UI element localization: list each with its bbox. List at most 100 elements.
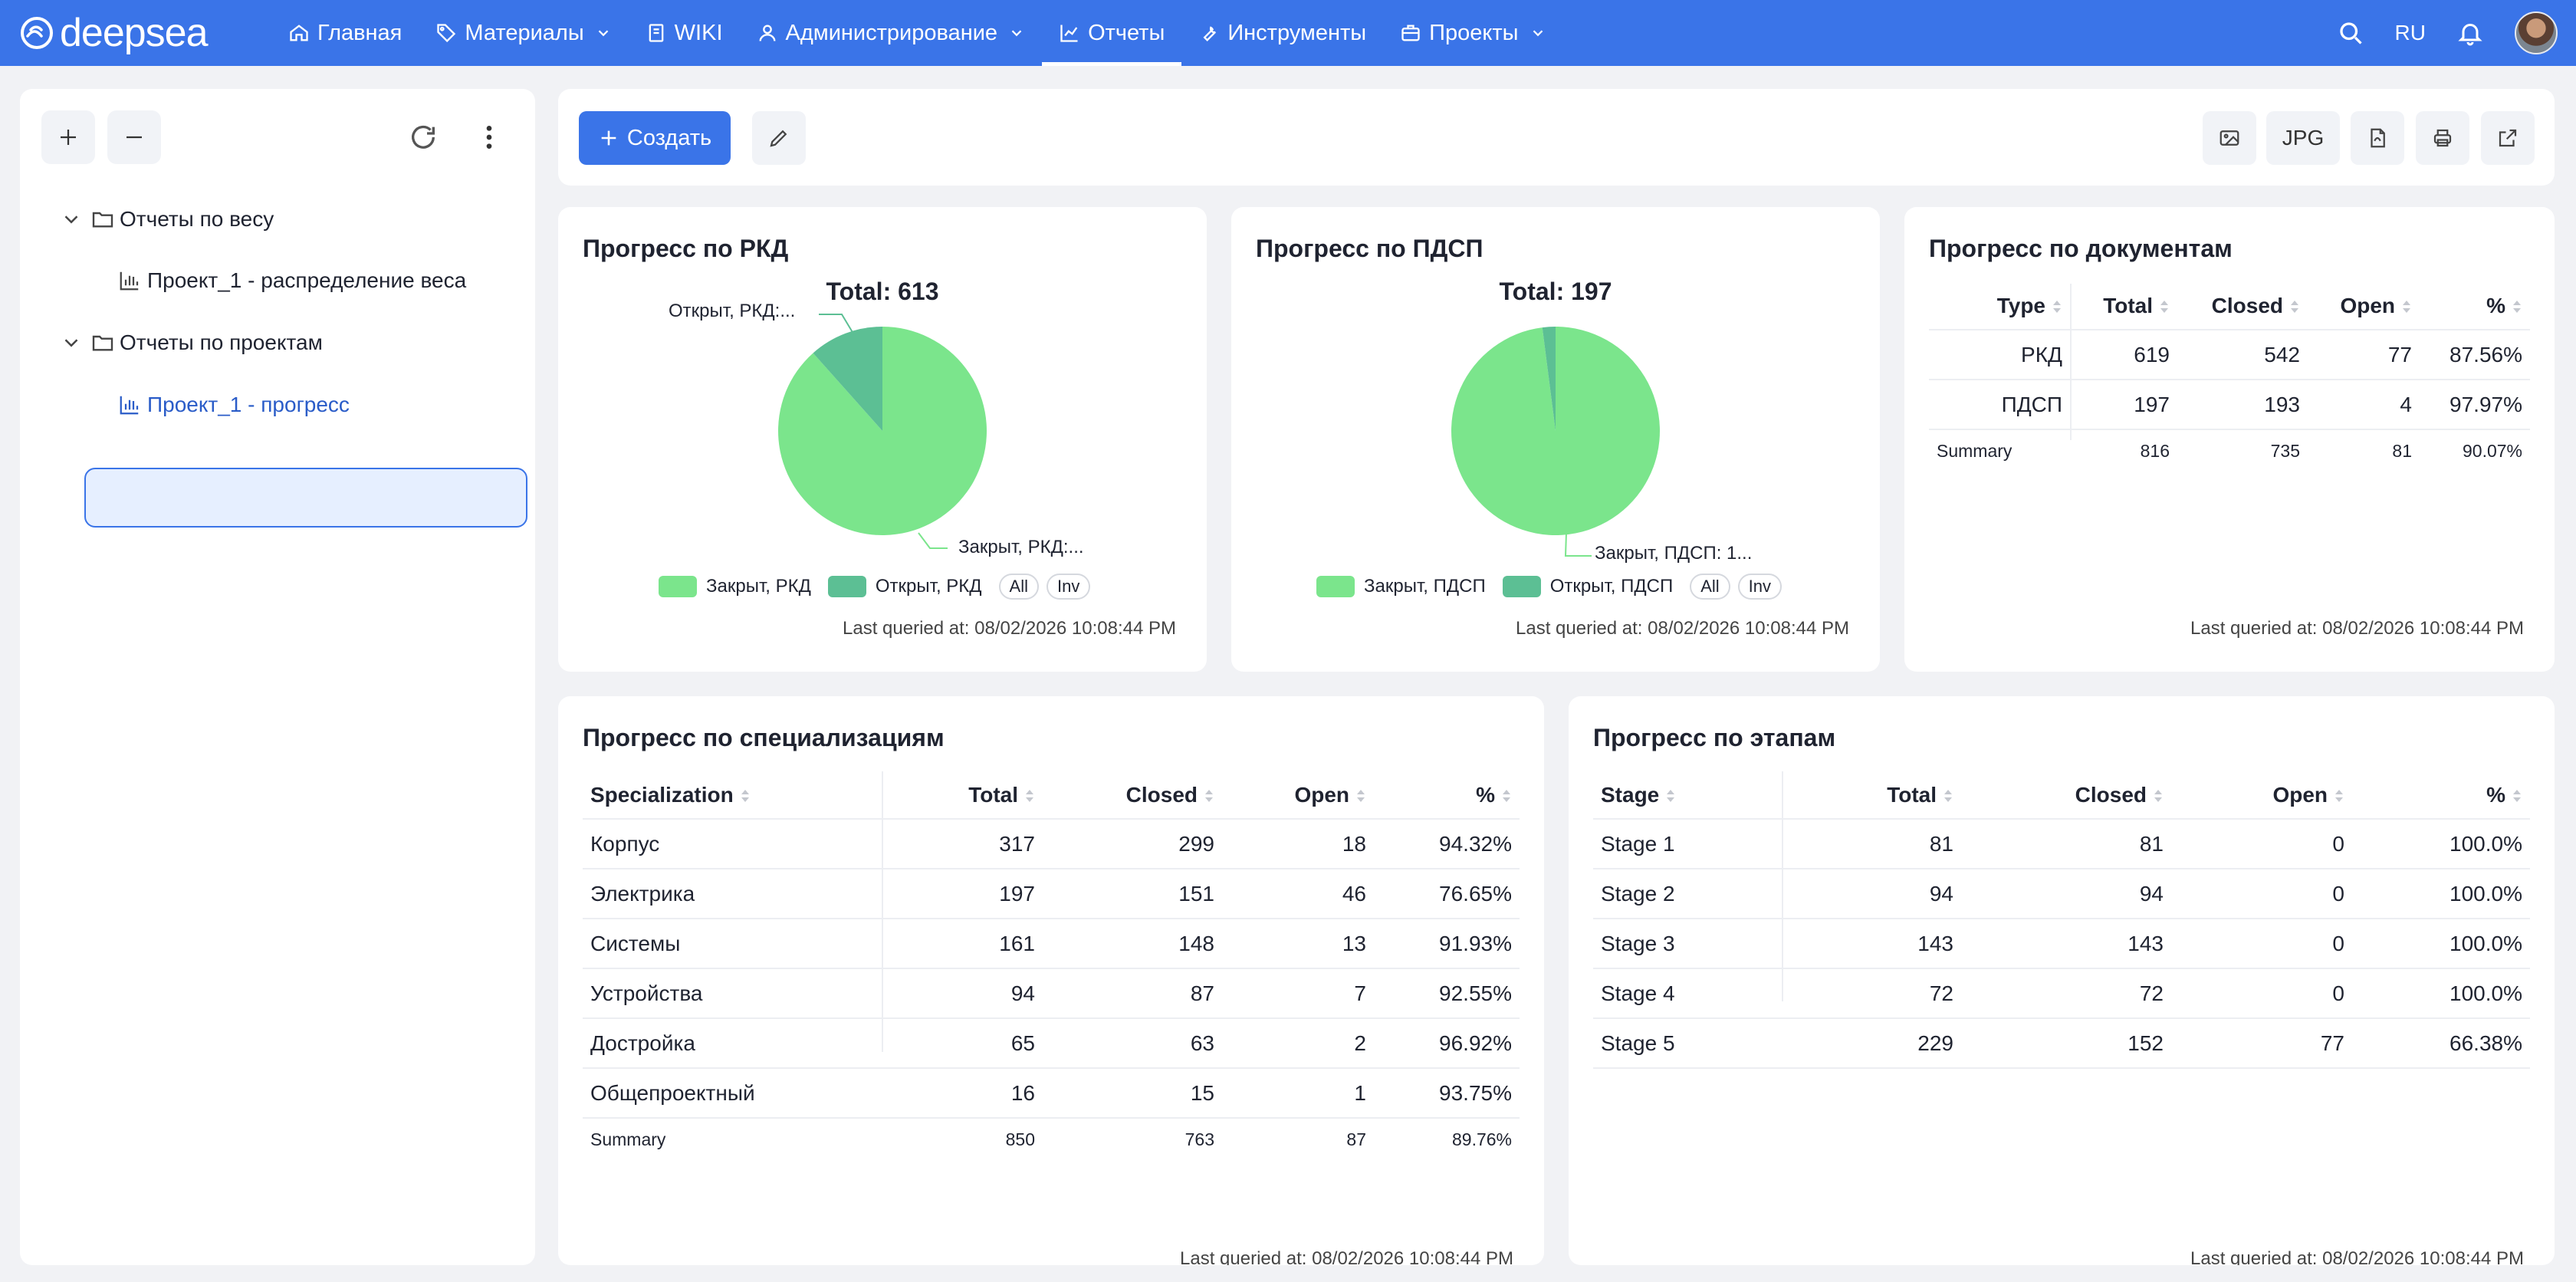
tree-report-weight-distribution[interactable]: Проект_1 - распределение веса [118,268,466,293]
column-header-closed[interactable]: Closed [1043,771,1222,820]
nav-item-admin[interactable]: Администрирование [740,0,1043,66]
last-queried-text: Last queried at: 08/02/2026 10:08:44 PM [2190,618,2524,639]
cell-value: 143 [1961,919,2171,969]
specializations-progress-card: Прогресс по специализациям Specializatio… [558,696,1544,1265]
cell-total: 619 [2070,330,2177,380]
column-header-percent[interactable]: % [1374,771,1520,820]
nav-label: Материалы [465,20,584,45]
sort-icon [1667,790,1675,803]
legend-item-open[interactable]: Открыт, РКД [827,576,982,597]
cell-value: 317 [882,819,1043,869]
legend-all-toggle[interactable]: All [998,574,1039,600]
more-vertical-icon[interactable] [474,122,504,153]
avatar[interactable] [2515,12,2558,54]
chart-line-icon [1060,25,1078,42]
export-pdf-button[interactable] [2351,111,2404,165]
legend-invert-toggle[interactable]: Inv [1737,574,1783,600]
tree-node-label: Отчеты по весу [120,207,274,231]
column-header-closed[interactable]: Closed [1961,771,2171,820]
legend-swatch [1502,576,1541,597]
header-label: % [1476,782,1495,807]
table-header-row: Specialization Total Closed Open % [583,771,1544,820]
column-header-type[interactable]: Type [1929,282,2070,330]
cell-name: Устройства [583,968,882,1019]
header-label: % [2486,782,2505,807]
legend-item-open[interactable]: Открыт, ПДСП [1502,576,1673,597]
cell-value: 65 [882,1018,1043,1069]
column-header-open[interactable]: Open [2171,771,2352,820]
cell-value: 0 [2171,819,2352,869]
column-header-percent[interactable]: % [2352,771,2530,820]
cell-value: 96.92% [1374,1018,1520,1069]
cell-value: 143 [1782,919,1961,969]
column-header-stage[interactable]: Stage [1593,771,1782,820]
legend-label: Закрыт, РКД [706,576,811,597]
column-header-total[interactable]: Total [1782,771,1961,820]
edit-button[interactable] [752,111,806,165]
expand-all-button[interactable] [41,110,95,164]
table-spacer [1520,771,1544,819]
nav-item-tools[interactable]: Инструменты [1181,0,1383,66]
column-header-percent[interactable]: % [2420,282,2530,330]
legend-item-closed[interactable]: Закрыт, ПДСП [1316,576,1486,597]
sort-icon [2053,301,2061,314]
pie-slice-open[interactable] [813,327,882,431]
legend-item-closed[interactable]: Закрыт, РКД [659,576,811,597]
legend-swatch [659,576,697,597]
tree-report-progress[interactable]: Проект_1 - прогресс [118,393,350,417]
cell-value: 197 [882,869,1043,919]
chevron-down-icon[interactable] [60,208,83,231]
create-button[interactable]: Создать [579,111,731,165]
cell-value: 13 [1222,919,1374,969]
card-title: Прогресс по документам [1929,235,2233,262]
cell-value: 77 [2171,1018,2352,1069]
nav-item-materials[interactable]: Материалы [419,0,628,66]
pdf-file-icon [2371,128,2385,148]
open-external-button[interactable] [2481,111,2535,165]
export-image-button[interactable] [2203,111,2256,165]
language-switch[interactable]: RU [2394,21,2426,44]
column-header-closed[interactable]: Closed [2177,282,2308,330]
column-header-open[interactable]: Open [1222,771,1374,820]
legend-all-toggle[interactable]: All [1690,574,1730,600]
export-jpg-button[interactable]: JPG [2266,111,2340,165]
nav-item-home[interactable]: Главная [271,0,419,66]
pie-total-label: Total: 613 [826,278,939,305]
pie-slice-open[interactable] [1542,327,1556,431]
top-right-controls: RU [2321,0,2576,66]
refresh-icon[interactable] [408,122,439,153]
nav-item-projects[interactable]: Проекты [1383,0,1562,66]
plus-icon [61,130,76,145]
table-spacer [1520,819,1544,869]
nav-item-reports[interactable]: Отчеты [1042,0,1182,66]
header-label: Total [2103,293,2153,317]
cell-value: 161 [882,919,1043,969]
main-nav: Главная Материалы WIKI Администрирование… [271,0,1563,66]
table-spacer [1520,919,1544,968]
stages-table-body: Stage 1 81 81 0 100.0% Stage 2 94 94 0 100.0% Stag… [1593,819,2530,1069]
nav-label: Администрирование [785,20,998,45]
bell-icon[interactable] [2456,19,2484,47]
table-row: Stage 3 143 143 0 100.0% [1593,919,2530,969]
plus-icon [601,130,616,146]
tree-folder-projects[interactable]: Отчеты по проектам [60,330,323,355]
collapse-all-button[interactable] [107,110,161,164]
column-header-open[interactable]: Open [2308,282,2420,330]
user-icon [759,25,776,41]
specializations-table-body: Корпус 317 299 18 94.32% Электрика 197 151 46 76.… [583,819,1544,1161]
chevron-down-icon[interactable] [60,331,83,354]
column-header-total[interactable]: Total [882,771,1043,820]
cell-value: 93.75% [1374,1068,1520,1119]
cell-value: 100.0% [2352,919,2530,969]
search-icon[interactable] [2337,19,2364,47]
cell-name: Электрика [583,869,882,919]
deepsea-logo[interactable]: deepsea [18,13,271,53]
column-header-total[interactable]: Total [2070,282,2177,330]
print-button[interactable] [2416,111,2469,165]
stages-table: Stage Total Closed Open % Stage 1 81 81 0 10… [1593,771,2530,1069]
column-header-specialization[interactable]: Specialization [583,771,882,820]
legend-invert-toggle[interactable]: Inv [1046,574,1091,600]
cell-name: Stage 4 [1593,968,1782,1019]
tree-folder-weight[interactable]: Отчеты по весу [60,207,274,232]
nav-item-wiki[interactable]: WIKI [629,0,740,66]
